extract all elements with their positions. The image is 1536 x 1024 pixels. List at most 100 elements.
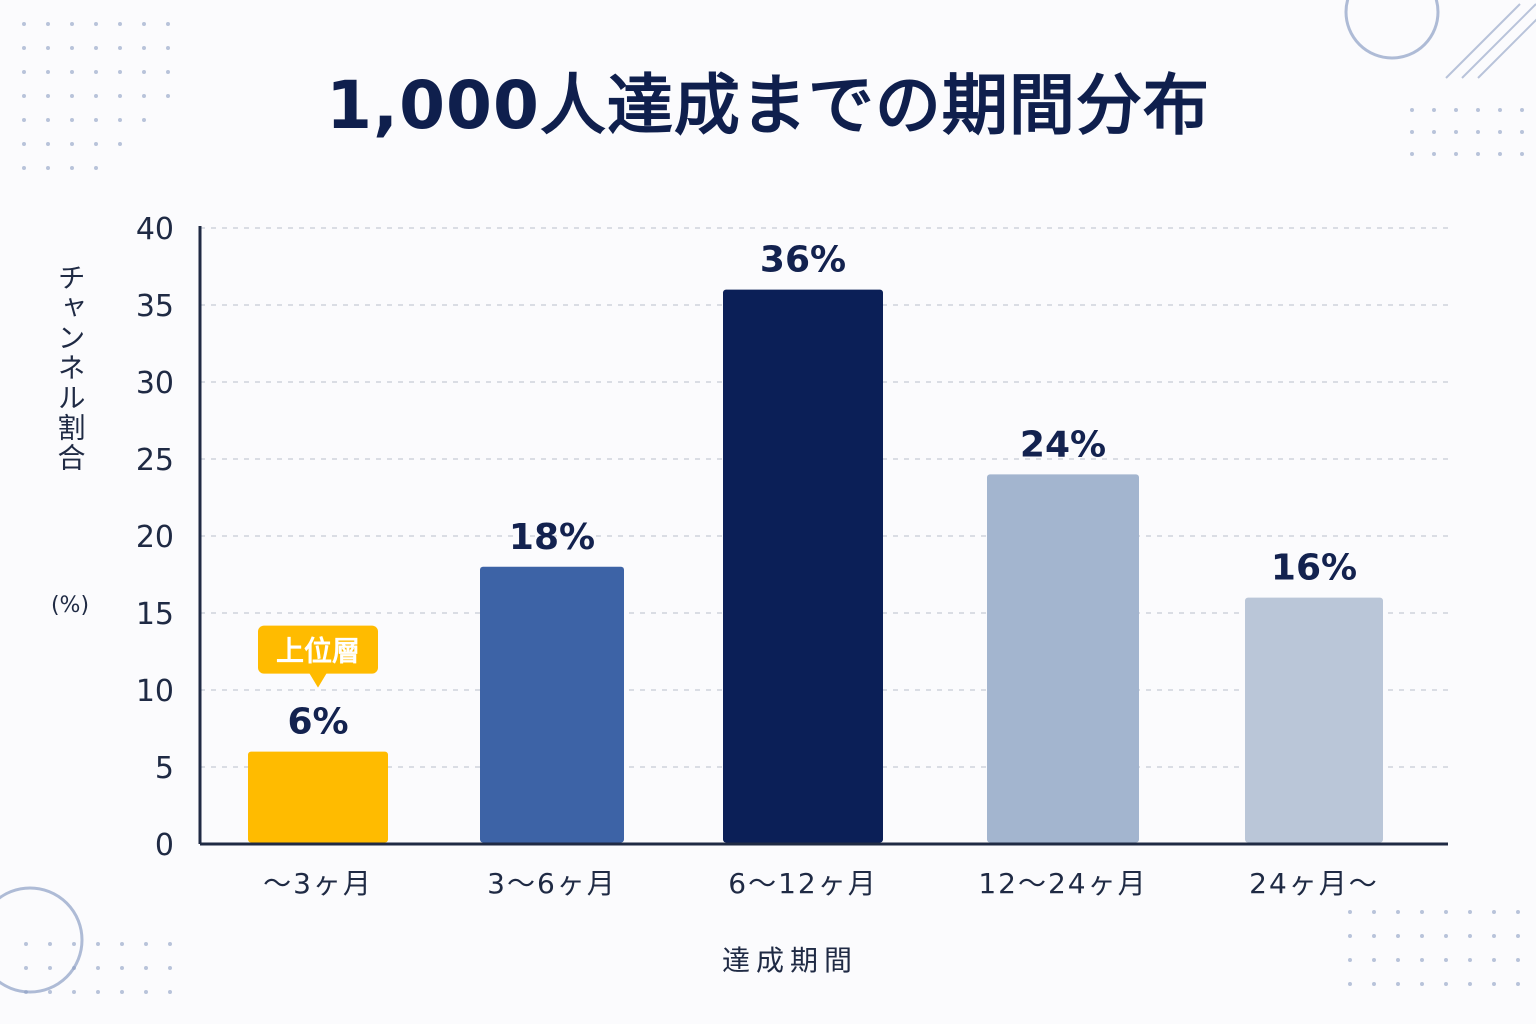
- decor-dot: [1520, 130, 1524, 134]
- decor-dot: [1454, 152, 1458, 156]
- decor-dot: [1516, 982, 1520, 986]
- decor-dot: [1410, 152, 1414, 156]
- y-tick-label: 30: [136, 366, 174, 401]
- y-axis-unit: (%): [51, 593, 89, 618]
- decor-dot: [70, 166, 74, 170]
- decor-dot: [1516, 934, 1520, 938]
- decor-dot: [1476, 108, 1480, 112]
- decor-dot: [1492, 982, 1496, 986]
- value-label: 18%: [509, 517, 595, 558]
- decor-dot: [144, 990, 148, 994]
- decor-dot: [1432, 108, 1436, 112]
- y-tick-label: 5: [155, 751, 174, 786]
- y-tick-label: 35: [136, 289, 174, 324]
- value-label: 36%: [760, 240, 846, 281]
- callout-box: [258, 625, 378, 674]
- decor-dot: [120, 966, 124, 970]
- decor-dot: [1476, 152, 1480, 156]
- decor-dot: [1444, 982, 1448, 986]
- decor-dot: [118, 22, 122, 26]
- y-tick-label: 40: [136, 212, 174, 247]
- decor-dot: [96, 966, 100, 970]
- decor-dot: [46, 70, 50, 74]
- decor-dot: [142, 46, 146, 50]
- decor-dot: [94, 22, 98, 26]
- bar: [248, 751, 388, 843]
- decor-dot: [120, 942, 124, 946]
- bar: [1245, 597, 1383, 843]
- decor-dot: [166, 22, 170, 26]
- decor-dot: [144, 942, 148, 946]
- bar: [987, 474, 1139, 843]
- decor-dot: [1348, 982, 1352, 986]
- decor-dot: [94, 142, 98, 146]
- decor-dot: [1348, 910, 1352, 914]
- decor-dot: [96, 990, 100, 994]
- decor-dot: [118, 118, 122, 122]
- decor-dot: [94, 118, 98, 122]
- decor-dot: [70, 70, 74, 74]
- decor-dot: [1348, 958, 1352, 962]
- decor-dot: [1468, 934, 1472, 938]
- decor-dot: [1420, 934, 1424, 938]
- decor-dot: [46, 142, 50, 146]
- decor-dot: [24, 942, 28, 946]
- decor-ring-bottom-left: [0, 886, 84, 994]
- decor-dot: [46, 46, 50, 50]
- decor-dot: [94, 166, 98, 170]
- decor-dot: [1492, 958, 1496, 962]
- decor-ring-top-right: [1344, 0, 1440, 60]
- bar: [723, 289, 883, 843]
- value-label: 6%: [287, 702, 348, 743]
- decor-dot: [166, 94, 170, 98]
- dot-grid-top-right: [1410, 108, 1524, 156]
- decor-dot: [72, 942, 76, 946]
- decor-dot: [22, 94, 26, 98]
- annotation-callout: 上位層: [258, 625, 378, 688]
- decor-dot: [1492, 934, 1496, 938]
- decor-dot: [118, 142, 122, 146]
- bars: [248, 289, 1383, 843]
- decor-dot: [1520, 108, 1524, 112]
- decor-dot: [142, 22, 146, 26]
- dot-grid-top-left: [22, 22, 170, 170]
- dot-grid-bottom-right: [1348, 910, 1520, 986]
- decor-stripe: [1477, 18, 1536, 79]
- decor-dot: [22, 142, 26, 146]
- x-tick-label: 12〜24ヶ月: [978, 867, 1147, 900]
- chart-title: 1,000人達成までの期間分布: [326, 67, 1210, 144]
- bar: [480, 566, 624, 843]
- decor-dot: [70, 142, 74, 146]
- decor-dot: [70, 94, 74, 98]
- decor-dot: [144, 966, 148, 970]
- decor-dot: [48, 966, 52, 970]
- callout-label: 上位層: [276, 635, 360, 668]
- decor-dot: [1498, 130, 1502, 134]
- decor-dot: [22, 118, 26, 122]
- decor-dot: [1454, 130, 1458, 134]
- decor-dot: [48, 990, 52, 994]
- decor-dot: [1498, 108, 1502, 112]
- decor-dot: [1372, 934, 1376, 938]
- decor-dot: [1444, 934, 1448, 938]
- y-tick-label: 20: [136, 520, 174, 555]
- decor-dot: [46, 22, 50, 26]
- decor-dot: [118, 70, 122, 74]
- decor-dot: [1444, 910, 1448, 914]
- decor-dot: [1396, 934, 1400, 938]
- decor-dot: [1516, 910, 1520, 914]
- value-label: 24%: [1020, 424, 1106, 465]
- x-tick-labels: 〜3ヶ月 3〜6ヶ月 6〜12ヶ月 12〜24ヶ月 24ヶ月〜: [263, 867, 1379, 900]
- x-tick-label: 〜3ヶ月: [263, 867, 373, 900]
- decor-dot: [1468, 982, 1472, 986]
- x-tick-label: 3〜6ヶ月: [487, 867, 617, 900]
- x-tick-label: 24ヶ月〜: [1249, 867, 1379, 900]
- decor-dot: [120, 990, 124, 994]
- decor-dot: [1420, 982, 1424, 986]
- decor-dot: [1516, 958, 1520, 962]
- decor-dot: [46, 94, 50, 98]
- y-axis-label: チャンネル割合: [54, 263, 87, 473]
- x-tick-label: 6〜12ヶ月: [728, 867, 877, 900]
- decor-dot: [22, 22, 26, 26]
